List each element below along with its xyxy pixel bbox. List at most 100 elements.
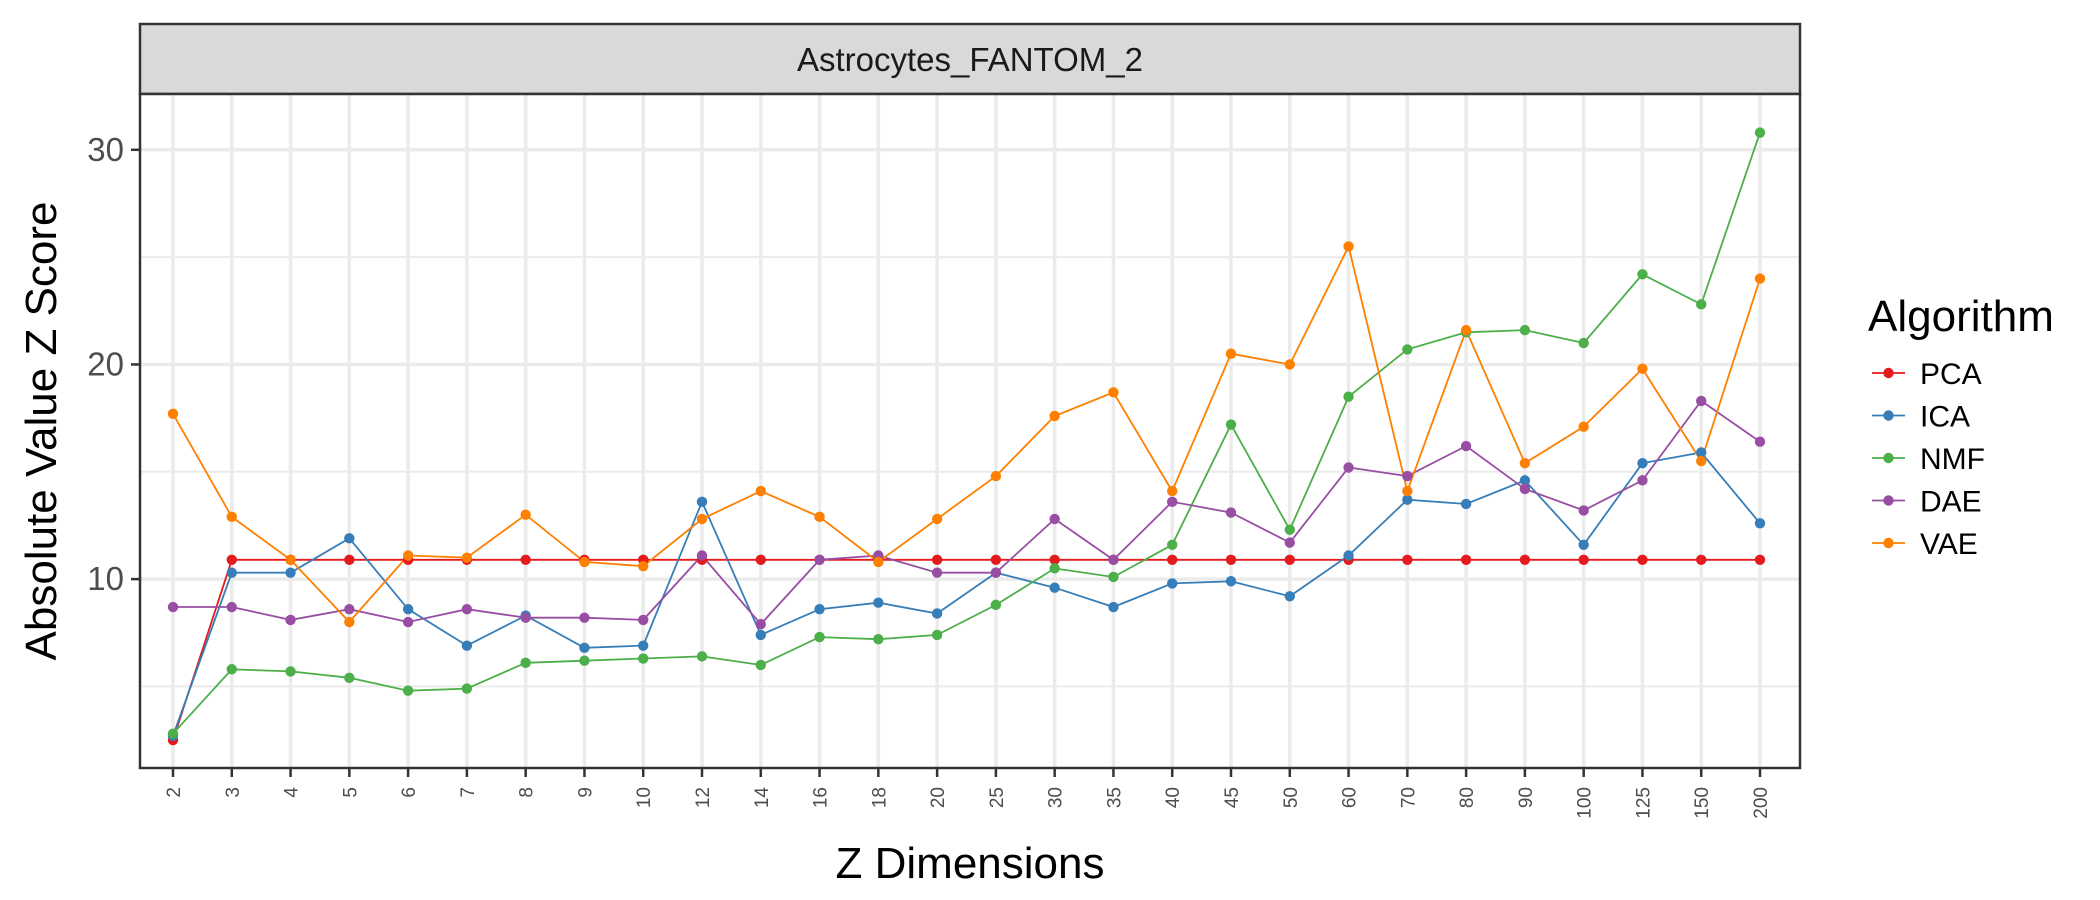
data-point-pca — [755, 554, 766, 565]
data-point-ica — [1284, 591, 1295, 602]
data-point-ica — [1637, 457, 1648, 469]
data-point-vae — [1225, 348, 1237, 359]
data-point-nmf — [931, 629, 943, 641]
legend-item-ica: ICA — [1872, 401, 1970, 434]
data-point-nmf — [1049, 563, 1060, 574]
x-tick-label: 125 — [1633, 787, 1654, 819]
data-point-dae — [520, 612, 531, 623]
plot-panel-border — [138, 92, 1802, 770]
data-point-vae — [167, 408, 179, 420]
x-tick-label: 80 — [1457, 787, 1478, 808]
legend-label: NMF — [1920, 443, 1985, 476]
data-point-nmf — [990, 599, 1002, 611]
x-tick-label: 50 — [1281, 787, 1302, 808]
y-axis: 10 20 30 — [87, 131, 140, 597]
data-point-nmf — [873, 634, 884, 645]
x-tick-label: 70 — [1398, 787, 1419, 808]
data-point-ica — [1460, 498, 1472, 510]
data-point-vae — [579, 556, 590, 568]
data-point-ica — [226, 567, 237, 578]
legend-key-point — [1883, 452, 1894, 464]
data-point-ica — [931, 608, 943, 619]
x-tick-label: 8 — [517, 787, 538, 798]
y-tick-label: 30 — [87, 131, 124, 168]
data-point-dae — [696, 550, 708, 561]
y-tick-label: 10 — [87, 560, 124, 597]
data-point-dae — [638, 614, 649, 626]
y-axis-title: Absolute Value Z Score — [17, 202, 66, 661]
legend-key-point — [1883, 495, 1894, 506]
data-point-ica — [1754, 518, 1766, 529]
data-point-dae — [755, 618, 766, 630]
data-point-ica — [402, 603, 414, 615]
data-point-nmf — [696, 651, 708, 662]
data-point-ica — [1402, 494, 1413, 505]
data-point-pca — [1167, 554, 1178, 565]
data-point-vae — [1519, 457, 1531, 469]
data-point-dae — [1519, 483, 1531, 495]
legend-item-pca: PCA — [1872, 358, 1982, 391]
data-point-vae — [1167, 485, 1178, 497]
x-tick-label: 14 — [752, 787, 773, 809]
data-point-dae — [1108, 554, 1119, 565]
data-point-nmf — [1225, 419, 1237, 430]
data-point-vae — [1578, 421, 1589, 432]
x-tick-label: 7 — [458, 787, 479, 798]
series-line-pca — [172, 558, 1760, 741]
series-layer — [167, 127, 1766, 746]
x-tick-label: 90 — [1516, 787, 1537, 808]
data-point-nmf — [1108, 571, 1119, 583]
data-point-nmf — [520, 657, 531, 669]
data-point-dae — [579, 612, 590, 623]
data-point-pca — [1754, 554, 1766, 565]
data-point-vae — [696, 513, 708, 525]
data-point-ica — [461, 640, 473, 651]
legend-key-point — [1883, 410, 1894, 421]
data-point-nmf — [1284, 524, 1295, 535]
data-point-vae — [285, 554, 296, 565]
data-point-pca — [931, 554, 943, 565]
x-axis: 2 3 4 5 6 7 8 9 10 12 14 16 18 20 25 30 35 40 45 50 60 70 80 90… — [164, 768, 1772, 819]
data-point-pca — [1519, 554, 1531, 565]
x-tick-label: 35 — [1104, 787, 1125, 808]
data-point-vae — [1284, 359, 1295, 370]
data-point-nmf — [1343, 391, 1354, 402]
data-point-vae — [1696, 455, 1707, 467]
x-tick-label: 40 — [1163, 787, 1184, 808]
data-point-pca — [1460, 554, 1472, 565]
data-point-dae — [1402, 470, 1413, 482]
data-point-ica — [696, 496, 708, 508]
data-point-nmf — [1578, 337, 1589, 349]
data-point-nmf — [344, 672, 355, 684]
legend-key-point — [1883, 537, 1894, 549]
data-point-nmf — [755, 659, 766, 671]
legend-item-nmf: NMF — [1872, 443, 1985, 476]
data-point-dae — [402, 616, 414, 628]
x-tick-label: 18 — [869, 787, 890, 808]
data-point-vae — [1460, 324, 1472, 336]
data-point-vae — [520, 509, 531, 520]
data-point-dae — [931, 567, 943, 578]
data-point-pca — [344, 554, 355, 565]
legend-label: VAE — [1920, 528, 1978, 561]
data-point-vae — [1637, 363, 1648, 374]
data-point-ica — [344, 533, 355, 544]
legend-item-dae: DAE — [1872, 486, 1982, 519]
x-tick-label: 3 — [223, 787, 244, 798]
data-point-pca — [1578, 554, 1589, 565]
data-point-pca — [1696, 554, 1707, 565]
data-point-nmf — [226, 664, 237, 675]
data-point-dae — [461, 603, 473, 615]
x-tick-label: 5 — [340, 787, 361, 798]
data-point-vae — [755, 485, 766, 497]
data-point-pca — [990, 554, 1002, 565]
data-point-dae — [1637, 475, 1648, 486]
legend-label: DAE — [1920, 486, 1982, 519]
data-point-ica — [1578, 539, 1589, 550]
y-tick-label: 20 — [87, 345, 124, 382]
x-tick-label: 25 — [987, 787, 1008, 808]
data-point-ica — [1519, 475, 1531, 486]
data-point-dae — [167, 601, 179, 613]
series-line-vae — [172, 243, 1761, 624]
data-point-vae — [1108, 387, 1119, 398]
